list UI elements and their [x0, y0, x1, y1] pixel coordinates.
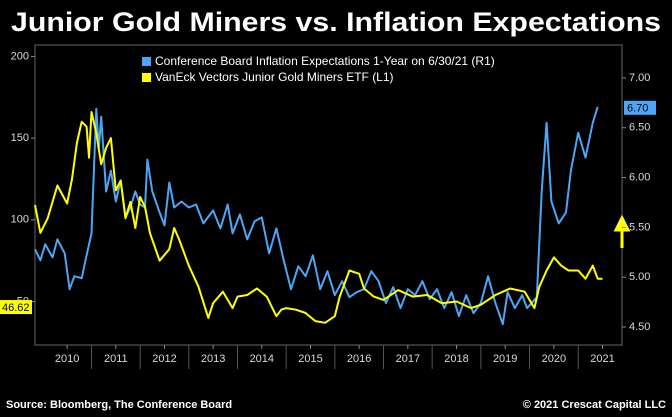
- plot-frame: [34, 44, 623, 346]
- value-tag-label: 6.70: [627, 103, 648, 115]
- y2-tick-label: 7.00: [629, 72, 650, 84]
- y2-tick-label: 5.50: [629, 221, 650, 233]
- x-tick-label: 2010: [55, 353, 79, 365]
- series-line: [34, 111, 603, 324]
- x-tick-label: 2016: [347, 353, 371, 365]
- x-tick-label: 2020: [542, 353, 566, 365]
- y-tick-label: 100: [11, 214, 29, 226]
- y2-tick-label: 4.50: [629, 321, 650, 333]
- y2-tick-label: 6.00: [629, 171, 650, 183]
- x-tick-label: 2012: [152, 353, 176, 365]
- value-tag-label: 46.62: [2, 302, 30, 314]
- x-tick-label: 2018: [444, 353, 468, 365]
- up-arrow: [613, 214, 631, 248]
- source: Source: Bloomberg, The Conference Board: [6, 399, 232, 411]
- value-tag: [624, 100, 656, 115]
- series-line: [34, 106, 599, 326]
- x-tick-label: 2019: [493, 353, 517, 365]
- legend-label: Conference Board Inflation Expectations …: [155, 54, 495, 68]
- x-tick-label: 2021: [590, 353, 614, 365]
- legend-swatch: [142, 73, 151, 82]
- legend-box: [138, 50, 568, 88]
- legend-label: VanEck Vectors Junior Gold Miners ETF (L…: [155, 70, 394, 84]
- y-tick-label: 200: [11, 50, 29, 62]
- y-tick-label: 150: [11, 132, 29, 144]
- x-tick-label: 2011: [104, 353, 128, 365]
- y2-tick-label: 5.00: [629, 271, 650, 283]
- legend-swatch: [142, 57, 151, 66]
- x-tick-label: 2014: [250, 353, 274, 365]
- x-tick-label: 2017: [396, 353, 420, 365]
- y2-tick-label: 6.50: [629, 122, 650, 134]
- copyright: © 2021 Crescat Capital LLC: [523, 399, 666, 411]
- x-tick-label: 2013: [201, 353, 225, 365]
- x-tick-label: 2015: [298, 353, 322, 365]
- chart-title: Junior Gold Miners vs. Inflation Expecta…: [11, 7, 661, 37]
- value-tag: [0, 300, 32, 315]
